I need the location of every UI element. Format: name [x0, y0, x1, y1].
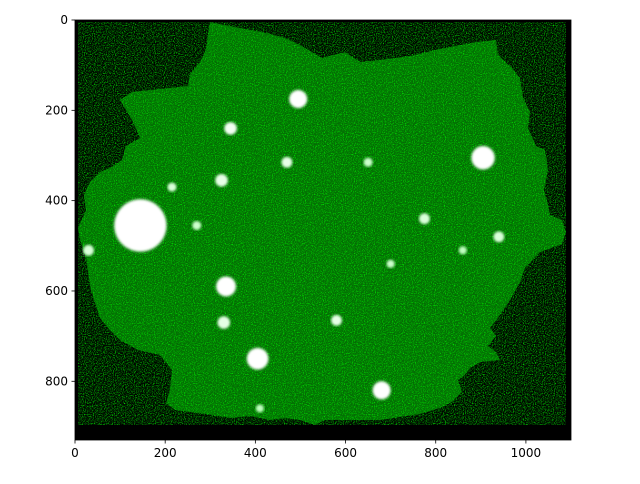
- x-tick-label: 200: [154, 446, 177, 460]
- x-tick-label: 1000: [511, 446, 542, 460]
- bright-spot: [216, 276, 236, 297]
- x-tick-label: 400: [244, 446, 267, 460]
- bright-spot: [281, 156, 293, 168]
- bright-spot: [493, 231, 505, 243]
- bright-spot: [217, 316, 231, 329]
- y-tick-label: 200: [45, 103, 68, 117]
- bright-spot: [289, 90, 308, 109]
- y-tick-label: 400: [45, 194, 68, 208]
- bright-spot: [192, 220, 202, 230]
- y-tick-label: 600: [45, 284, 68, 298]
- x-tick-label: 0: [71, 446, 79, 460]
- bright-spot: [458, 246, 467, 255]
- y-tick-label: 800: [45, 374, 68, 388]
- bright-spot: [386, 259, 395, 268]
- bright-spot: [167, 182, 177, 192]
- bright-spot: [419, 213, 430, 225]
- bright-spot: [471, 146, 495, 170]
- x-tick-label: 600: [334, 446, 357, 460]
- bright-spot: [372, 381, 391, 400]
- bright-spot: [224, 122, 237, 135]
- map-texture: [78, 22, 566, 425]
- y-tick-label: 0: [60, 13, 68, 27]
- bright-spot: [215, 174, 228, 187]
- x-tick-label: 800: [424, 446, 447, 460]
- x-axis: 0 200 400 600 800 1000: [71, 440, 541, 460]
- bright-spot: [114, 199, 167, 252]
- bright-spot: [255, 404, 264, 413]
- heatmap-layer: [78, 22, 566, 425]
- bright-spot: [363, 157, 373, 167]
- bright-spots: [83, 90, 505, 413]
- bright-spot: [331, 314, 342, 326]
- bright-spot: [83, 244, 94, 256]
- y-axis: 0 200 400 600 800: [45, 13, 75, 388]
- bright-spot: [246, 347, 269, 370]
- plot-frame: [74, 19, 572, 441]
